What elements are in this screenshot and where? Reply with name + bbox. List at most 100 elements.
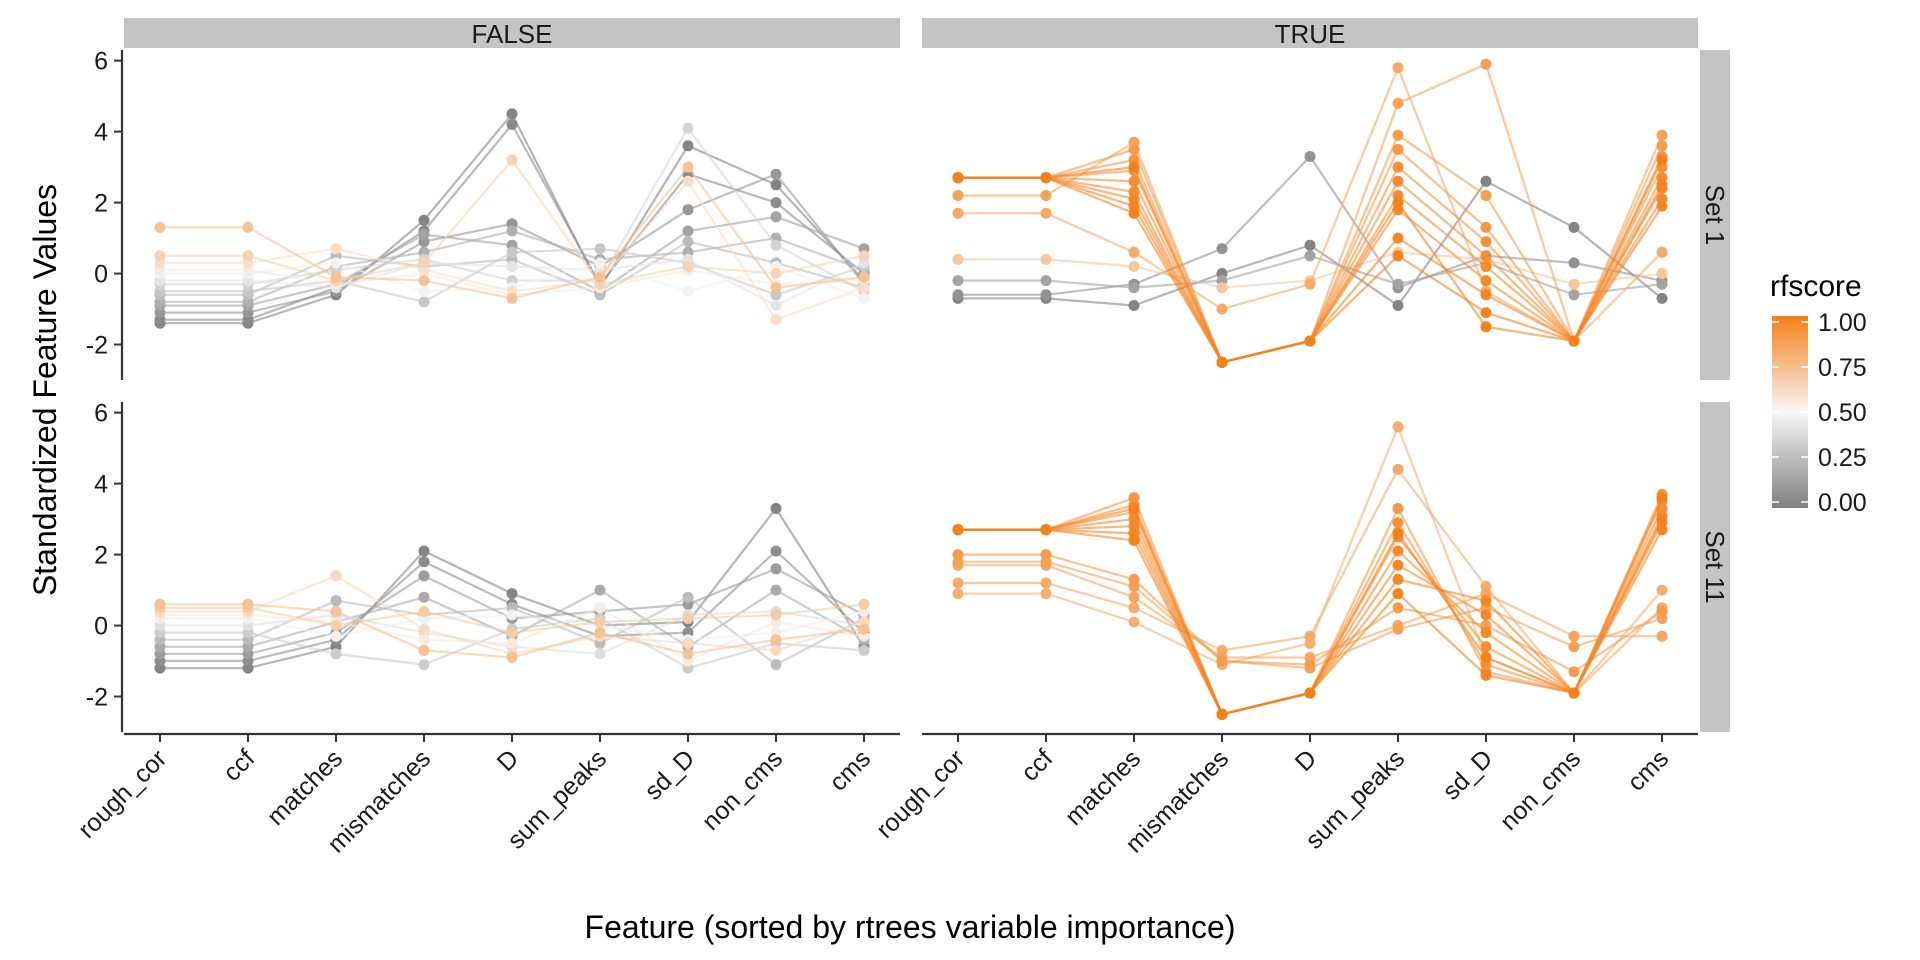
data-point xyxy=(1392,197,1404,209)
data-point xyxy=(682,285,694,297)
data-point xyxy=(952,577,964,589)
legend-tick-label: 0.50 xyxy=(1818,399,1867,427)
data-point xyxy=(1656,513,1668,525)
data-point xyxy=(1656,630,1668,642)
facet-strip-set-11 xyxy=(1700,402,1730,732)
data-point xyxy=(1568,221,1580,233)
data-point xyxy=(506,609,518,621)
data-point xyxy=(1040,577,1052,589)
panel-false-set-1 xyxy=(154,108,870,329)
data-point xyxy=(1392,143,1404,155)
data-point xyxy=(1216,708,1228,720)
data-point xyxy=(242,221,254,233)
data-point xyxy=(1656,268,1668,279)
data-point xyxy=(770,563,782,575)
data-point xyxy=(682,140,694,152)
data-point xyxy=(1304,250,1316,262)
y-tick-label: 0 xyxy=(94,261,108,289)
data-point xyxy=(770,609,782,621)
legend-ticks: 1.00 0.75 0.50 0.25 0.00 xyxy=(1772,309,1867,517)
data-point xyxy=(858,282,870,294)
facet-strip-false xyxy=(124,18,900,48)
data-point xyxy=(1480,261,1492,272)
data-point xyxy=(506,261,518,272)
data-point xyxy=(1128,175,1140,187)
data-point xyxy=(418,570,430,582)
data-point xyxy=(1040,588,1052,600)
data-point xyxy=(1480,595,1492,607)
data-point xyxy=(1128,616,1140,628)
data-point xyxy=(1392,559,1404,571)
data-point xyxy=(1480,221,1492,233)
data-point xyxy=(1040,172,1052,184)
data-point xyxy=(770,239,782,251)
data-point xyxy=(952,549,964,561)
facet-strip-label-true: TRUE xyxy=(1275,19,1346,49)
data-point xyxy=(154,250,166,262)
data-point xyxy=(1392,175,1404,187)
data-point xyxy=(594,257,606,269)
data-point xyxy=(770,644,782,656)
data-point xyxy=(330,605,342,617)
data-point xyxy=(330,243,342,255)
data-point xyxy=(1392,517,1404,529)
data-point xyxy=(1392,421,1404,433)
data-point xyxy=(682,637,694,649)
data-point xyxy=(952,207,964,219)
data-point xyxy=(1392,588,1404,600)
data-point xyxy=(594,243,606,255)
data-point xyxy=(1480,669,1492,681)
data-point xyxy=(418,591,430,603)
data-point xyxy=(1392,250,1404,262)
data-point xyxy=(506,225,518,237)
x-axis-title: Feature (sorted by rtrees variable impor… xyxy=(585,909,1236,945)
data-point xyxy=(770,659,782,671)
data-point xyxy=(1040,549,1052,561)
data-point xyxy=(682,613,694,624)
data-point xyxy=(1480,250,1492,262)
data-point xyxy=(770,211,782,223)
data-point xyxy=(1392,527,1404,539)
data-point xyxy=(1392,232,1404,244)
data-point xyxy=(952,275,964,287)
data-point xyxy=(1040,289,1052,301)
data-point xyxy=(1656,179,1668,191)
legend-tick-label: 0.00 xyxy=(1818,489,1867,517)
data-point xyxy=(418,644,430,656)
data-point xyxy=(1656,584,1668,596)
y-axis-title: Standardized Feature Values xyxy=(27,184,63,596)
data-point xyxy=(952,253,964,265)
data-point xyxy=(1392,300,1404,311)
data-point xyxy=(1128,261,1140,272)
data-point xyxy=(1392,129,1404,141)
data-point xyxy=(1392,278,1404,290)
data-point xyxy=(770,314,782,326)
data-point xyxy=(418,556,430,568)
data-point xyxy=(418,285,430,297)
data-point xyxy=(1656,605,1668,617)
y-tick-label: 4 xyxy=(94,471,108,499)
data-point xyxy=(418,605,430,617)
data-point xyxy=(1480,609,1492,621)
data-point xyxy=(858,623,870,635)
data-point xyxy=(1656,129,1668,141)
data-point xyxy=(1392,623,1404,635)
data-point xyxy=(594,648,606,660)
data-point xyxy=(1656,200,1668,212)
data-point xyxy=(242,250,254,262)
data-point xyxy=(1128,591,1140,603)
data-point xyxy=(242,598,254,610)
data-point xyxy=(1392,602,1404,614)
legend-tick-label: 0.25 xyxy=(1818,444,1867,472)
data-point xyxy=(330,271,342,283)
data-point xyxy=(330,257,342,269)
data-point xyxy=(418,275,430,287)
data-point xyxy=(952,588,964,600)
data-point xyxy=(1128,207,1140,219)
data-point xyxy=(1392,62,1404,74)
data-point xyxy=(1480,652,1492,663)
data-point xyxy=(682,122,694,134)
data-point xyxy=(1656,492,1668,504)
